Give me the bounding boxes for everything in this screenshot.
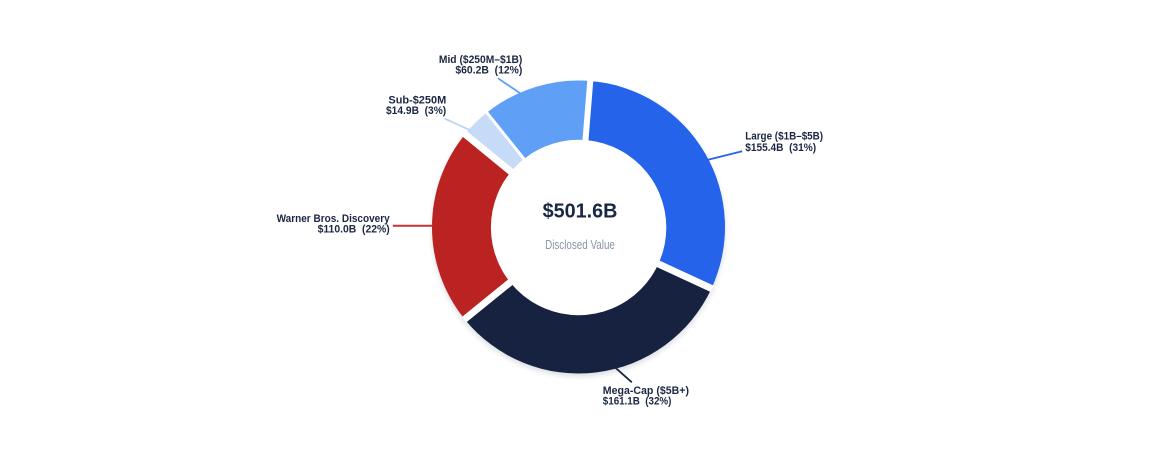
svg-text:Mega-Cap ($5B+): Mega-Cap ($5B+): [603, 385, 689, 397]
svg-text:Warner Bros. Discovery: Warner Bros. Discovery: [277, 213, 391, 225]
svg-text:$501.6B: $501.6B: [543, 201, 618, 223]
svg-text:$60.2B (12%): $60.2B (12%): [455, 65, 522, 77]
svg-text:$14.9B (3%): $14.9B (3%): [386, 105, 446, 117]
svg-text:$161.1B (32%): $161.1B (32%): [603, 395, 672, 407]
svg-text:Sub-$250M: Sub-$250M: [388, 95, 446, 107]
svg-text:$155.4B (31%): $155.4B (31%): [745, 142, 816, 154]
svg-text:Disclosed Value: Disclosed Value: [545, 238, 615, 252]
svg-text:Large ($1B–$5B): Large ($1B–$5B): [745, 131, 823, 143]
svg-text:$110.0B (22%): $110.0B (22%): [318, 223, 390, 235]
svg-text:Mid ($250M–$1B): Mid ($250M–$1B): [439, 54, 523, 66]
